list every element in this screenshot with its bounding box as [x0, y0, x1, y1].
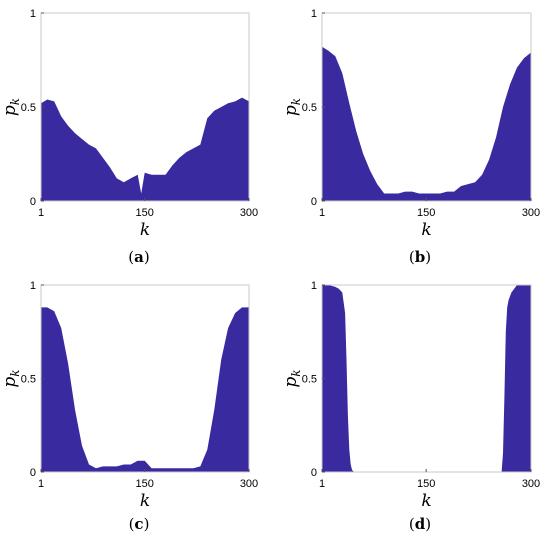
data-area — [41, 97, 249, 201]
x-tick-label: 150 — [417, 207, 435, 219]
y-tick-label: 0.5 — [302, 374, 317, 386]
x-tick-label: 1 — [38, 207, 44, 219]
caption-letter: c — [134, 515, 143, 533]
y-tick-label: 0 — [30, 196, 36, 208]
x-axis-label: k — [140, 220, 150, 240]
y-axis-label-subscript: k — [289, 369, 303, 376]
caption-close-paren: ) — [144, 515, 150, 533]
y-tick-label: 0.5 — [302, 102, 317, 114]
y-axis-label-subscript: k — [8, 98, 22, 105]
caption-letter: a — [134, 248, 144, 266]
caption-letter: b — [415, 248, 426, 266]
panel-caption: (a) — [128, 248, 149, 266]
caption-open-paren: ( — [409, 248, 415, 266]
x-tick-label: 150 — [417, 478, 435, 490]
y-tick-label: 0 — [30, 467, 36, 479]
x-tick-label: 300 — [522, 478, 540, 490]
caption-close-paren: ) — [425, 515, 431, 533]
caption-close-paren: ) — [144, 248, 150, 266]
y-tick-label: 1 — [30, 8, 36, 20]
caption-open-paren: ( — [128, 248, 134, 266]
y-axis-label-subscript: k — [8, 369, 22, 376]
y-tick-label: 1 — [30, 280, 36, 292]
y-axis-label: pk — [281, 98, 303, 116]
panel-caption: (d) — [409, 515, 431, 533]
x-tick-label: 300 — [240, 478, 258, 490]
y-axis-label: pk — [0, 98, 22, 116]
y-axis-label-main: p — [0, 105, 20, 116]
data-area — [322, 46, 531, 201]
plot-frame — [321, 284, 532, 473]
y-axis-label-subscript: k — [289, 98, 303, 105]
y-tick-label: 1 — [311, 280, 317, 292]
caption-open-paren: ( — [129, 515, 135, 533]
y-tick-label: 0.5 — [21, 374, 36, 386]
y-axis-label-main: p — [0, 377, 20, 388]
x-axis-label: k — [421, 491, 431, 511]
y-axis-label-main: p — [281, 105, 301, 116]
x-tick-label: 1 — [319, 478, 325, 490]
x-tick-label: 1 — [38, 478, 44, 490]
panel-caption: (b) — [409, 248, 431, 266]
x-axis-label: k — [140, 491, 150, 511]
y-tick-label: 0 — [311, 196, 317, 208]
x-axis-label: k — [421, 220, 431, 240]
x-tick-label: 150 — [135, 207, 153, 219]
data-area — [322, 285, 531, 472]
panel-caption: (c) — [129, 515, 150, 533]
caption-open-paren: ( — [409, 515, 415, 533]
x-tick-label: 300 — [522, 207, 540, 219]
caption-letter: d — [415, 515, 426, 533]
y-tick-label: 1 — [311, 8, 317, 20]
caption-close-paren: ) — [425, 248, 431, 266]
y-tick-label: 0 — [311, 467, 317, 479]
y-axis-label: pk — [0, 369, 22, 387]
x-tick-label: 1 — [319, 207, 325, 219]
y-axis-label: pk — [281, 369, 303, 387]
y-axis-label-main: p — [281, 377, 301, 388]
x-tick-label: 150 — [135, 478, 153, 490]
data-area — [41, 307, 249, 472]
x-tick-label: 300 — [240, 207, 258, 219]
y-tick-label: 0.5 — [21, 102, 36, 114]
